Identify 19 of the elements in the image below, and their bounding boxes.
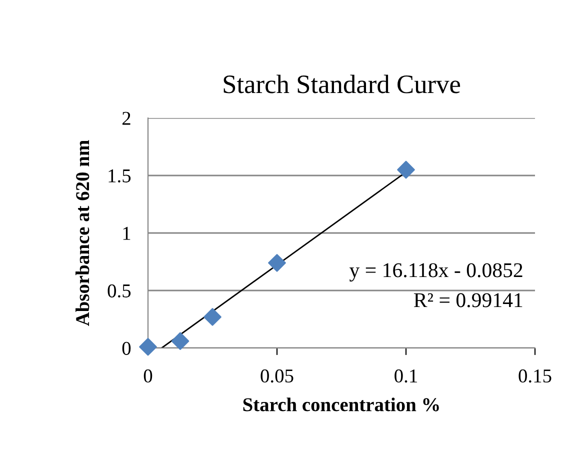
annotation: y = 16.118x - 0.0852 xyxy=(349,263,522,282)
x-tick-label: 0.1 xyxy=(394,369,417,383)
y-tick-label: 0 xyxy=(122,342,131,355)
point xyxy=(268,254,286,272)
point xyxy=(204,308,222,326)
chart-title: Starch Standard Curve xyxy=(224,74,460,94)
y-tick-label: 1 xyxy=(123,226,130,240)
annotation: R² = 0.99141 xyxy=(414,293,522,308)
point xyxy=(397,160,415,179)
x-tick-label: 0.15 xyxy=(518,369,552,383)
y-axis-title: Absorbance at 620 nm xyxy=(76,140,90,326)
y-tick-label: 2 xyxy=(122,112,130,125)
x-axis-title: Starch concentration % xyxy=(243,398,439,412)
y-tick-label: 1.5 xyxy=(108,169,131,183)
point xyxy=(171,332,190,350)
x-tick-label: 0 xyxy=(144,369,152,383)
x-tick-label: 0.05 xyxy=(260,369,294,383)
point xyxy=(139,338,157,356)
y-tick-label: 0.5 xyxy=(108,284,131,298)
